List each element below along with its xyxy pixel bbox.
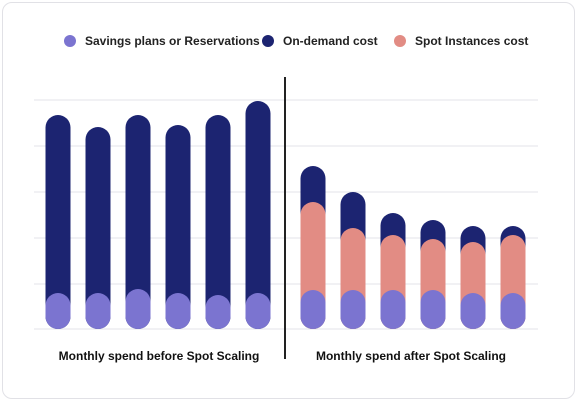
- bar-savings-segment: [205, 295, 231, 329]
- bar-savings-segment: [300, 290, 326, 329]
- group-label: Monthly spend before Spot Scaling: [59, 349, 260, 363]
- bar-ondemand-segment: [165, 125, 191, 329]
- bar-savings-segment: [245, 293, 271, 329]
- bar-ondemand-segment: [85, 127, 111, 329]
- bar-stack: [85, 127, 111, 329]
- legend-label: Savings plans or Reservations: [85, 34, 260, 48]
- legend-item: On-demand cost: [262, 34, 378, 48]
- legend-item: Savings plans or Reservations: [64, 34, 260, 48]
- bar-stack: [340, 192, 366, 329]
- bar-ondemand-segment: [245, 101, 271, 329]
- bar-stack: [125, 115, 151, 329]
- bar-stack: [420, 220, 446, 329]
- bar-stack: [380, 213, 406, 329]
- bar-stack: [500, 226, 526, 329]
- legend-swatch: [64, 35, 76, 47]
- bar-ondemand-segment: [205, 115, 231, 329]
- bar-stack: [205, 115, 231, 329]
- bar-savings-segment: [85, 293, 111, 329]
- legend-label: On-demand cost: [283, 34, 378, 48]
- bar-stack: [245, 101, 271, 329]
- bar-stack: [300, 166, 326, 329]
- legend-label: Spot Instances cost: [415, 34, 528, 48]
- bar-stack: [45, 115, 71, 329]
- legend-swatch: [262, 35, 274, 47]
- bar-savings-segment: [460, 293, 486, 329]
- bar-savings-segment: [380, 290, 406, 329]
- bars: [45, 101, 526, 329]
- bar-savings-segment: [420, 290, 446, 329]
- bar-savings-segment: [125, 289, 151, 329]
- legend: Savings plans or Reservations On-demand c…: [64, 34, 528, 48]
- bar-savings-segment: [500, 293, 526, 329]
- group-labels: Monthly spend before Spot Scaling Monthly…: [59, 349, 506, 363]
- group-label: Monthly spend after Spot Scaling: [316, 349, 506, 363]
- legend-swatch: [394, 35, 406, 47]
- bar-savings-segment: [45, 293, 71, 329]
- bar-ondemand-segment: [45, 115, 71, 329]
- bar-stack: [460, 226, 486, 329]
- bar-ondemand-segment: [125, 115, 151, 329]
- bar-savings-segment: [340, 290, 366, 329]
- bar-savings-segment: [165, 293, 191, 329]
- legend-item: Spot Instances cost: [394, 34, 528, 48]
- bar-stack: [165, 125, 191, 329]
